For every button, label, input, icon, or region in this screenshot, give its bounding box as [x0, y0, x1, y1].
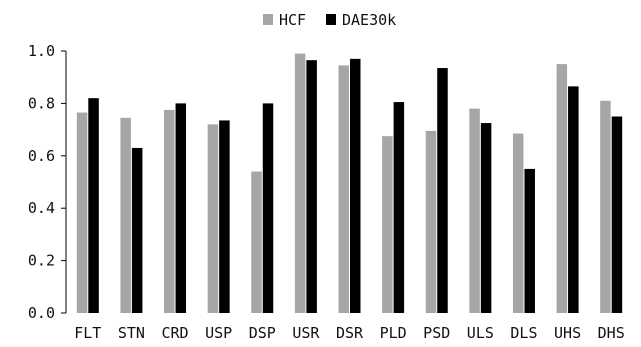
legend-swatch-dae30k: [326, 14, 336, 25]
bar-hcf-dsr: [338, 65, 349, 313]
y-axis: 0.0 0.2 0.4 0.6 0.8 1.0: [28, 42, 66, 322]
x-axis: FLT STN CRD USP DSP USR DSR PLD PSD ULS DLS UHS DHS: [74, 324, 624, 342]
bar-hcf-uhs: [556, 64, 568, 313]
bar-dae30k-uls: [480, 123, 492, 313]
x-tick-label-usp: USP: [205, 324, 232, 342]
x-tick-label-flt: FLT: [74, 324, 101, 342]
bar-dae30k-stn: [131, 147, 143, 313]
bar-hcf-pld: [382, 136, 393, 313]
y-tick-label: 0.6: [28, 147, 55, 165]
x-tick-label-dsp: DSP: [249, 324, 276, 342]
bar-hcf-dhs: [600, 100, 611, 313]
x-tick-label-stn: STN: [118, 324, 145, 342]
y-tick-label: 1.0: [28, 42, 55, 60]
bar-dae30k-pld: [393, 102, 405, 313]
x-tick-label-usr: USR: [292, 324, 320, 342]
bar-dae30k-psd: [437, 68, 448, 313]
bar-dae30k-dls: [524, 168, 535, 313]
bar-dae30k-uhs: [568, 86, 579, 314]
x-tick-label-crd: CRD: [161, 324, 188, 342]
bar-dae30k-dhs: [611, 116, 623, 313]
x-tick-label-psd: PSD: [423, 324, 450, 342]
bar-hcf-psd: [425, 130, 437, 313]
bar-hcf-stn: [120, 117, 131, 313]
y-tick-label: 0.0: [28, 304, 55, 322]
bar-dae30k-usp: [219, 120, 230, 314]
bar-hcf-crd: [164, 109, 175, 313]
bar-hcf-flt: [76, 112, 88, 313]
legend-label-dae30k: DAE30k: [342, 11, 396, 29]
bars-group: [76, 53, 623, 314]
x-tick-label-dhs: DHS: [598, 324, 625, 342]
bar-hcf-usr: [294, 53, 306, 314]
y-tick-label: 0.8: [28, 94, 55, 112]
x-tick-label-dls: DLS: [510, 324, 537, 342]
bar-hcf-usp: [207, 124, 219, 313]
x-tick-label-uhs: UHS: [554, 324, 581, 342]
bar-hcf-dls: [512, 133, 524, 313]
bar-hcf-dsp: [251, 171, 262, 313]
bar-dae30k-flt: [88, 98, 99, 313]
bar-dae30k-crd: [175, 103, 187, 314]
x-tick-label-uls: ULS: [467, 324, 494, 342]
x-tick-label-dsr: DSR: [336, 324, 364, 342]
bar-hcf-uls: [469, 108, 480, 313]
x-tick-label-pld: PLD: [380, 324, 407, 342]
y-tick-label: 0.4: [28, 199, 55, 217]
bar-dae30k-usr: [306, 60, 317, 313]
bar-dae30k-dsr: [350, 58, 361, 313]
bar-dae30k-dsp: [262, 103, 274, 314]
legend-label-hcf: HCF: [279, 11, 306, 29]
legend-swatch-hcf: [263, 14, 273, 25]
y-tick-label: 0.2: [28, 252, 55, 270]
legend: HCF DAE30k: [263, 11, 396, 29]
